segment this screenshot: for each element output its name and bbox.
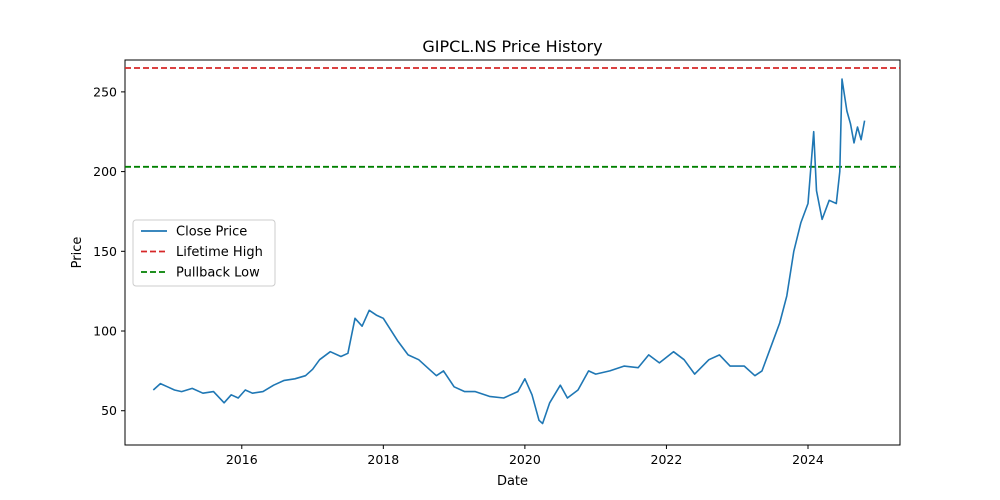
legend-label-pullback-low: Pullback Low xyxy=(176,266,260,281)
y-tick-label: 50 xyxy=(101,403,117,418)
legend-label-lifetime-high: Lifetime High xyxy=(176,245,263,260)
plot-area xyxy=(124,59,901,446)
y-axis-label: Price xyxy=(70,237,85,269)
x-axis-label: Date xyxy=(497,474,528,489)
chart-title: GIPCL.NS Price History xyxy=(422,37,602,56)
y-tick-label: 100 xyxy=(93,324,117,339)
legend-box xyxy=(132,219,276,287)
x-tick-label: 2022 xyxy=(651,452,683,467)
x-tick-label: 2016 xyxy=(226,452,258,467)
y-tick-label: 200 xyxy=(93,164,117,179)
chart-legend: Close Price Lifetime High Pullback Low xyxy=(132,219,276,287)
y-tick-label: 250 xyxy=(93,84,117,99)
x-tick-label: 2024 xyxy=(792,452,824,467)
x-tick-label: 2020 xyxy=(509,452,541,467)
series-line-close-price xyxy=(152,78,866,425)
x-tick-label: 2018 xyxy=(367,452,399,467)
y-tick-label: 150 xyxy=(93,244,117,259)
legend-label-close-price: Close Price xyxy=(176,225,247,240)
